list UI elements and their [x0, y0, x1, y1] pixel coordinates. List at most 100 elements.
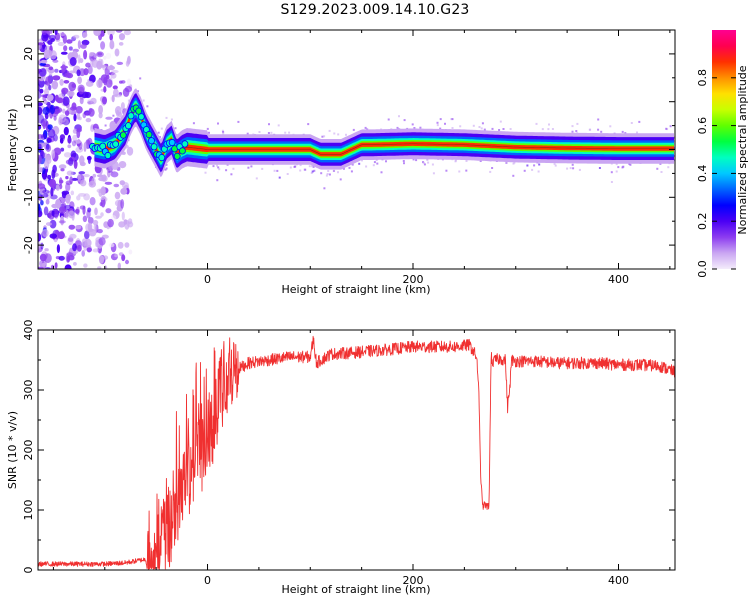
noise-cell: [74, 208, 80, 214]
halo-cell: [216, 179, 219, 182]
halo-cell: [321, 135, 324, 138]
noise-cell: [41, 94, 47, 98]
track-cell: [168, 138, 176, 147]
noise-cell: [38, 89, 42, 99]
halo-cell: [222, 132, 225, 135]
noise-cell: [73, 262, 77, 266]
noise-cell: [41, 262, 46, 268]
halo-cell: [127, 99, 130, 102]
noise-cell: [38, 83, 41, 91]
halo-cell: [465, 160, 468, 162]
halo-cell: [328, 129, 331, 132]
halo-cell: [320, 172, 323, 175]
halo-cell: [270, 131, 273, 134]
noise-cell: [114, 48, 120, 57]
halo-cell: [108, 170, 111, 173]
noise-cell: [81, 250, 85, 257]
noise-cell: [42, 189, 50, 194]
colorbar-tick-label: 0.0: [696, 260, 709, 278]
noise-cell: [126, 146, 134, 156]
noise-cell: [61, 64, 66, 73]
noise-cell: [118, 221, 126, 228]
noise-cell: [43, 159, 50, 170]
noise-cell: [91, 59, 99, 68]
halo-cell: [547, 128, 550, 131]
halo-cell: [327, 170, 330, 172]
track-cell: [145, 131, 153, 139]
noise-cell: [83, 174, 90, 178]
halo-cell: [673, 140, 675, 143]
halo-cell: [571, 130, 574, 133]
halo-cell: [483, 128, 486, 131]
noise-cell: [68, 46, 73, 51]
noise-cell: [49, 219, 57, 229]
halo-cell: [445, 169, 448, 172]
noise-cell: [51, 203, 58, 209]
halo-cell: [481, 122, 484, 125]
noise-cell: [41, 30, 48, 36]
halo-cell: [472, 124, 475, 127]
noise-cell: [116, 61, 124, 65]
halo-cell: [345, 133, 347, 136]
noise-cell: [114, 106, 122, 116]
noise-cell: [93, 224, 97, 232]
halo-cell: [273, 169, 276, 172]
halo-cell: [630, 122, 633, 124]
noise-cell: [52, 105, 60, 109]
spectrogram-y-tick-label: 20: [22, 47, 35, 61]
halo-cell: [104, 124, 107, 127]
noise-cell: [103, 55, 107, 60]
noise-cell: [77, 244, 82, 252]
noise-cell: [75, 225, 82, 230]
halo-cell: [436, 121, 439, 124]
halo-cell: [629, 163, 632, 166]
noise-cell: [113, 183, 120, 188]
halo-cell: [537, 170, 540, 173]
snr-ticks: 0 200 400 0 100 200 300 400: [22, 320, 675, 587]
snr-x-tick-label: 0: [204, 574, 211, 587]
noise-cell: [77, 40, 81, 50]
noise-cell: [47, 174, 52, 180]
halo-cell: [412, 158, 415, 161]
noise-cell: [98, 112, 103, 119]
halo-cell: [311, 165, 314, 168]
noise-cell: [93, 30, 102, 37]
noise-cell: [78, 171, 86, 175]
noise-cell: [64, 264, 72, 269]
halo-cell: [571, 163, 574, 166]
halo-cell: [610, 181, 613, 183]
track-cell: [181, 140, 189, 148]
halo-cell: [531, 168, 534, 171]
halo-cell: [157, 131, 160, 134]
halo-cell: [313, 169, 316, 172]
noise-cell: [121, 211, 125, 221]
halo-cell: [352, 128, 355, 131]
noise-cell: [51, 169, 56, 180]
halo-cell: [489, 170, 492, 173]
colorbar-tick-label: 0.6: [696, 117, 709, 135]
noise-cell: [62, 34, 67, 44]
noise-cell: [92, 219, 99, 226]
noise-cell: [66, 39, 73, 44]
noise-cell: [40, 59, 48, 64]
noise-cell: [105, 208, 112, 214]
halo-cell: [566, 167, 569, 170]
noise-cell: [39, 44, 43, 52]
spectrogram-x-axis-label: Height of straight line (km): [281, 283, 430, 296]
noise-cell: [39, 68, 47, 77]
halo-cell: [232, 167, 235, 170]
noise-cell: [71, 140, 77, 147]
halo-cell: [512, 174, 515, 177]
halo-cell: [454, 160, 457, 163]
halo-cell: [526, 164, 529, 167]
halo-cell: [323, 135, 326, 138]
halo-cell: [372, 164, 375, 167]
noise-cell: [58, 114, 67, 123]
colorbar-ticks: 0.0 0.2 0.4 0.6 0.8: [696, 69, 736, 278]
halo-cell: [411, 123, 414, 126]
halo-cell: [451, 118, 454, 121]
halo-cell: [333, 132, 336, 135]
noise-cell: [118, 42, 124, 46]
noise-cell: [112, 85, 118, 90]
halo-cell: [512, 162, 515, 165]
